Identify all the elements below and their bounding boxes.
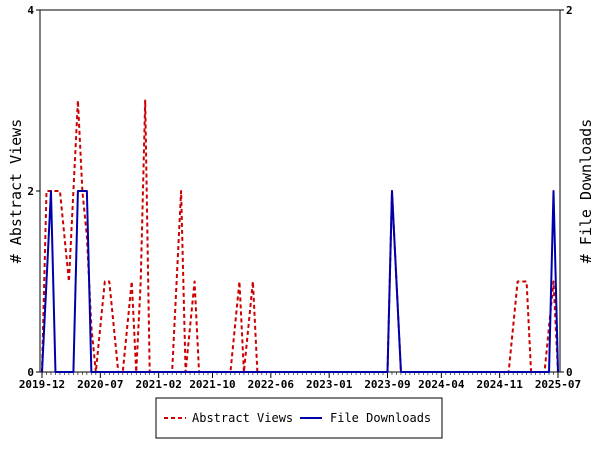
- legend: Abstract Views File Downloads: [155, 397, 443, 439]
- x-tick-label: 2021-02: [135, 378, 181, 391]
- series-line-file-downloads: [41, 190, 559, 373]
- y-right-axis-title: # File Downloads: [577, 119, 595, 264]
- y-left-tick-label: 2: [27, 185, 34, 198]
- x-tick-label: 2019-12: [19, 378, 65, 391]
- y-right-tick-label: 2: [566, 4, 573, 17]
- legend-label-file-downloads: File Downloads: [330, 411, 431, 425]
- series-layer: [41, 99, 559, 373]
- y-left-tick-label: 4: [27, 4, 34, 17]
- y-left-tick-label: 0: [27, 366, 34, 379]
- x-tick-label: 2022-06: [248, 378, 295, 391]
- legend-box: [155, 397, 443, 439]
- plot-area: [39, 9, 561, 373]
- x-tick-label: 2023-01: [306, 378, 353, 391]
- x-tick-label: 2025-07: [535, 378, 581, 391]
- x-tick-label: 2023-09: [364, 378, 410, 391]
- legend-label-abstract-views: Abstract Views: [192, 411, 293, 425]
- x-tick-label: 2021-10: [189, 378, 235, 391]
- y-right-tick-label: 0: [566, 366, 573, 379]
- ticks-layer: 0 2 4 0 2 2019-12 2020-07 2021-02 2021-10 2022-06…: [19, 4, 581, 391]
- x-tick-label: 2024-11: [476, 378, 523, 391]
- x-tick-label: 2020-07: [77, 378, 123, 391]
- x-tick-label: 2024-04: [418, 378, 465, 391]
- y-left-axis-title: # Abstract Views: [7, 119, 25, 264]
